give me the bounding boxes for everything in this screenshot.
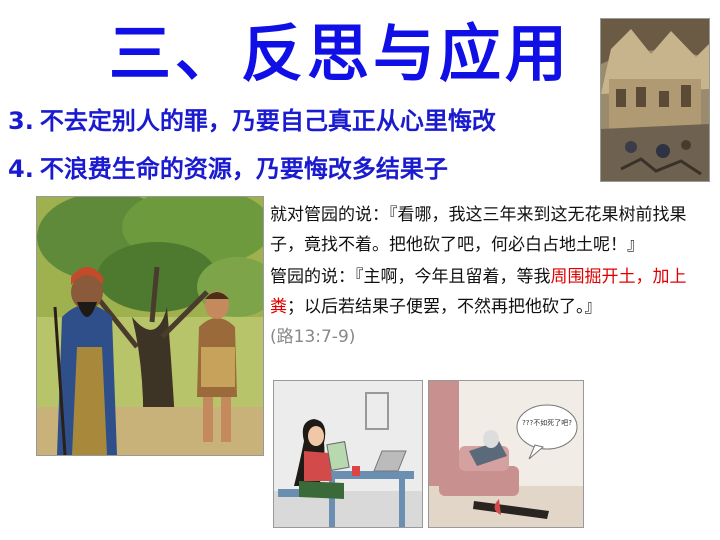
verse-paragraph-2: 管园的说：『主啊，今年且留着，等我周围掘开土，加上粪；以后若结果子便罢，不然再把… (270, 262, 718, 322)
point-4-number: 4. (8, 155, 34, 183)
speech-bubble-text: ???不如死了吧? (522, 418, 572, 427)
city-illustration (600, 18, 710, 182)
comic-panel-sofa: ???不如死了吧? (428, 380, 584, 528)
point-3-number: 3. (8, 107, 34, 135)
fig-tree-painting (36, 196, 264, 456)
point-3-text: 不去定别人的罪，乃要自己真正从心里悔改 (39, 107, 496, 135)
slide-title: 三、反思与应用 (108, 17, 571, 90)
comic-panel-desk (273, 380, 423, 528)
point-4: 4. 不浪费生命的资源，乃要悔改多结果子 (8, 152, 448, 186)
point-4-text: 不浪费生命的资源，乃要悔改多结果子 (39, 155, 448, 183)
verse-paragraph-2-start: 管园的说：『主啊，今年且留着，等我 (270, 267, 551, 287)
verse-reference: (路13:7-9) (270, 327, 356, 347)
scripture-passage: 就对管园的说：『看哪，我这三年来到这无花果树前找果子，竟找不着。把他砍了吧，何必… (270, 200, 718, 352)
verse-highlight: 周围掘开土，加上粪 (270, 267, 687, 317)
verse-paragraph-2-end: ；以后若结果子便罢，不然再把他砍了。』 (287, 297, 602, 317)
point-3: 3. 不去定别人的罪，乃要自己真正从心里悔改 (8, 104, 496, 138)
verse-paragraph-1: 就对管园的说：『看哪，我这三年来到这无花果树前找果子，竟找不着。把他砍了吧，何必… (270, 205, 687, 255)
